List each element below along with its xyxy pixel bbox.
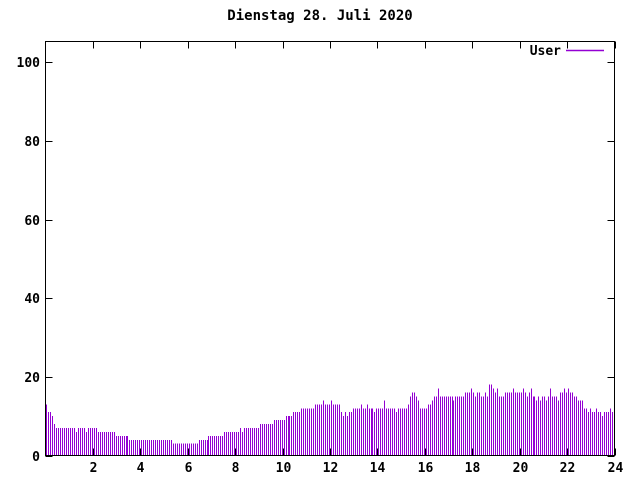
plot-border: [45, 41, 615, 456]
x-tick-label: 14: [370, 461, 386, 476]
y-tick-label: 80: [24, 135, 40, 150]
chart-title: Dienstag 28. Juli 2020: [227, 8, 413, 24]
y-tick-label: 40: [24, 292, 40, 307]
x-tick-label: 22: [560, 461, 576, 476]
x-tick-label: 4: [137, 461, 145, 476]
legend-label: User: [530, 44, 561, 59]
x-tick-label: 18: [465, 461, 481, 476]
y-tick-label: 20: [24, 371, 40, 386]
x-tick-label: 24: [608, 461, 624, 476]
x-tick-label: 10: [276, 461, 292, 476]
x-tick-label: 6: [185, 461, 193, 476]
x-tick-label: 2: [90, 461, 98, 476]
y-tick-label: 100: [17, 56, 41, 71]
x-tick-label: 12: [323, 461, 339, 476]
y-tick-label: 0: [32, 450, 40, 465]
x-tick-label: 8: [232, 461, 240, 476]
x-tick-label: 16: [418, 461, 434, 476]
y-tick-label: 60: [24, 214, 40, 229]
x-tick-label: 20: [513, 461, 529, 476]
